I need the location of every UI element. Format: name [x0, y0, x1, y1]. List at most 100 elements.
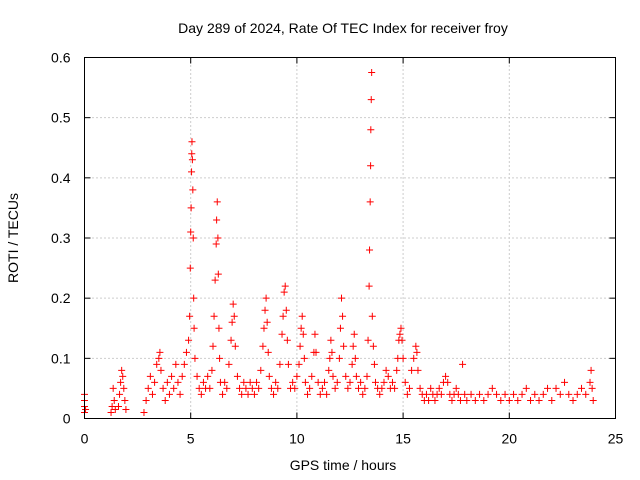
data-point	[159, 384, 167, 392]
data-point	[117, 378, 125, 386]
data-point	[259, 342, 267, 350]
data-point	[228, 318, 236, 326]
data-point	[188, 168, 196, 176]
data-point	[335, 354, 343, 362]
data-point	[107, 408, 115, 416]
data-point	[448, 396, 456, 404]
data-point	[195, 384, 203, 392]
data-point	[279, 312, 287, 320]
data-point	[297, 324, 305, 332]
data-point	[333, 378, 341, 386]
data-point	[398, 336, 406, 344]
data-point	[272, 378, 280, 386]
data-point	[548, 396, 556, 404]
data-point	[180, 360, 188, 368]
data-point	[476, 390, 484, 398]
data-point	[321, 378, 329, 386]
data-point	[382, 366, 390, 374]
data-point	[326, 354, 334, 362]
data-point	[497, 396, 505, 404]
data-point	[260, 324, 268, 332]
data-point	[264, 348, 272, 356]
plot-frame	[84, 57, 616, 419]
data-point	[510, 390, 518, 398]
data-point	[191, 354, 199, 362]
data-point	[211, 276, 219, 284]
data-point	[246, 378, 254, 386]
data-point	[422, 390, 430, 398]
data-point	[527, 396, 535, 404]
data-point	[176, 390, 184, 398]
data-point	[118, 366, 126, 374]
data-point	[189, 234, 197, 242]
data-point	[403, 390, 411, 398]
data-point	[416, 384, 424, 392]
data-point	[328, 348, 336, 356]
data-point	[215, 324, 223, 332]
data-point	[393, 366, 401, 374]
data-point	[282, 306, 290, 314]
data-point	[323, 390, 331, 398]
data-point	[153, 360, 161, 368]
data-point	[156, 348, 164, 356]
data-point	[364, 336, 372, 344]
data-point	[122, 405, 130, 413]
data-point	[298, 312, 306, 320]
data-point	[197, 390, 205, 398]
data-point	[461, 390, 469, 398]
data-point	[565, 390, 573, 398]
data-point	[304, 390, 312, 398]
data-point	[589, 396, 597, 404]
data-point	[336, 324, 344, 332]
data-point	[255, 384, 263, 392]
data-point	[261, 306, 269, 314]
data-point	[505, 396, 513, 404]
data-point	[172, 360, 180, 368]
data-point	[544, 384, 552, 392]
data-point	[306, 384, 314, 392]
data-point	[208, 366, 216, 374]
data-point	[182, 348, 190, 356]
data-point	[170, 384, 178, 392]
data-point	[109, 384, 117, 392]
data-point	[188, 156, 196, 164]
data-point	[359, 390, 367, 398]
data-point	[244, 390, 252, 398]
data-point	[514, 396, 522, 404]
data-point	[276, 360, 284, 368]
data-point	[250, 390, 258, 398]
data-point	[493, 390, 501, 398]
data-point	[193, 372, 201, 380]
data-point	[388, 378, 396, 386]
data-point	[242, 384, 250, 392]
y-tick-label: 0.3	[51, 230, 71, 246]
x-tick-label: 0	[81, 431, 89, 447]
data-point	[312, 348, 320, 356]
data-point	[488, 384, 496, 392]
data-point	[410, 354, 418, 362]
data-point	[399, 354, 407, 362]
data-point	[352, 372, 360, 380]
data-point	[456, 396, 464, 404]
data-point	[142, 396, 150, 404]
data-point	[452, 384, 460, 392]
x-tick-label: 10	[289, 431, 305, 447]
data-point	[295, 360, 303, 368]
data-point	[338, 294, 346, 302]
data-point	[187, 204, 195, 212]
data-point	[365, 282, 373, 290]
data-point	[174, 378, 182, 386]
y-tick-label: 0.4	[51, 170, 71, 186]
data-point	[168, 372, 176, 380]
data-point	[214, 234, 222, 242]
x-tick-label: 15	[395, 431, 411, 447]
data-point	[186, 312, 194, 320]
data-point	[185, 336, 193, 344]
x-tick-label: 5	[187, 431, 195, 447]
data-point	[144, 384, 152, 392]
data-point	[296, 342, 304, 350]
data-point	[367, 96, 375, 104]
data-point	[414, 366, 422, 374]
data-point	[552, 384, 560, 392]
data-point	[327, 336, 335, 344]
